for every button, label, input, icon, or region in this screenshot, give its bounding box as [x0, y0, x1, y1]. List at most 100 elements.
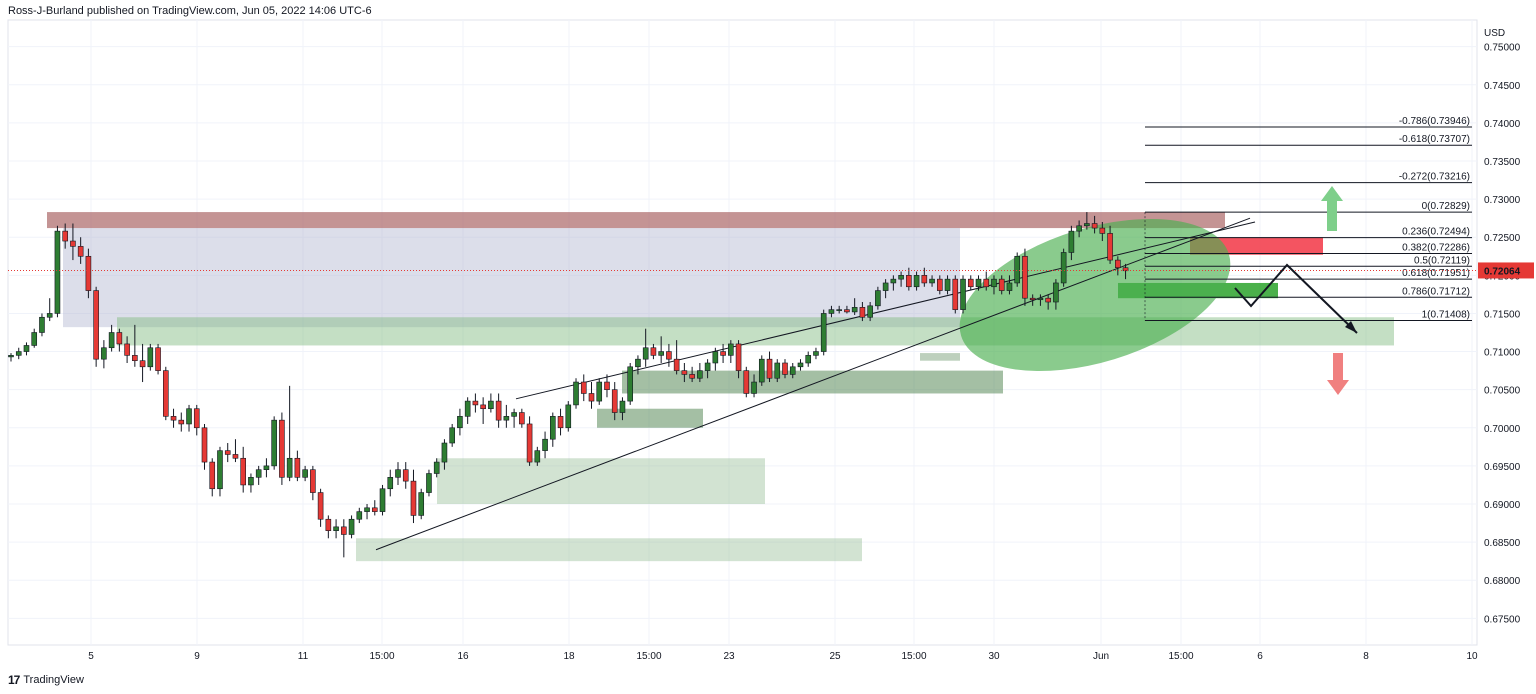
candle — [441, 439, 448, 470]
candle-body — [302, 469, 308, 478]
candle-body — [519, 412, 525, 425]
candle-body — [906, 275, 912, 288]
candle-body — [1060, 252, 1067, 284]
axes: USD 0.75000 0.74500 0.74000 0.73500 0.73000 0.… — [88, 28, 1534, 662]
candle-body — [46, 313, 53, 318]
candle-body — [186, 408, 192, 425]
candle — [217, 446, 223, 497]
y-tick-label: 0.67500 — [1484, 614, 1521, 625]
candle — [898, 271, 904, 287]
fib-label: 0.382(0.72286) — [1402, 243, 1470, 254]
demand-zone — [356, 538, 862, 562]
candle-body — [116, 332, 123, 345]
candle — [580, 374, 587, 402]
y-tick-label: 0.71500 — [1484, 309, 1521, 320]
candle — [967, 275, 974, 291]
y-tick-label: 0.74000 — [1484, 119, 1521, 130]
candle-body — [867, 305, 873, 318]
candle-body — [255, 469, 262, 478]
candle — [201, 423, 208, 470]
current-price-label: 0.72064 — [1484, 266, 1521, 277]
candle — [998, 275, 1005, 295]
candle — [317, 488, 324, 527]
candle-body — [967, 278, 974, 288]
candle — [379, 484, 386, 516]
candle — [1115, 256, 1121, 276]
y-tick-label: 0.73500 — [1484, 157, 1521, 168]
candle — [867, 302, 873, 322]
candle — [472, 393, 479, 413]
candle — [658, 336, 664, 363]
candle — [178, 412, 185, 432]
candle-body — [913, 275, 920, 288]
candle — [720, 343, 726, 363]
candle-body — [77, 246, 84, 257]
candle-body — [789, 366, 796, 375]
candle — [402, 462, 409, 489]
fib-label: -0.618(0.73707) — [1399, 134, 1470, 145]
candle — [77, 237, 84, 264]
candle — [1053, 279, 1059, 310]
candle — [46, 298, 53, 322]
candle — [565, 401, 572, 432]
candle — [93, 286, 99, 367]
candle-body — [108, 332, 115, 349]
candle — [573, 378, 579, 409]
candle — [511, 408, 517, 428]
candle-body — [217, 450, 223, 490]
candle-body — [310, 469, 316, 493]
candle — [302, 465, 308, 482]
candle — [813, 347, 819, 360]
candle-body — [929, 278, 935, 284]
candle — [1068, 225, 1075, 261]
candle-body — [317, 492, 324, 520]
candle — [859, 302, 866, 322]
candle-body — [139, 360, 146, 368]
candle-body — [859, 307, 866, 318]
candle-body — [23, 345, 30, 352]
candle-body — [766, 358, 773, 379]
candle-body — [348, 518, 355, 535]
candle — [70, 223, 76, 261]
candle-body — [1122, 267, 1129, 272]
candle-body — [31, 332, 38, 346]
candle — [364, 503, 370, 520]
candle-body — [495, 400, 502, 421]
candle — [186, 404, 192, 432]
candle — [1006, 275, 1013, 295]
candle — [851, 298, 858, 315]
candle-body — [704, 362, 711, 371]
candle — [913, 271, 920, 291]
fib-label: -0.786(0.73946) — [1399, 116, 1470, 127]
candle-body — [248, 477, 254, 486]
candle — [418, 488, 425, 520]
candle-body — [627, 366, 634, 402]
candle-body — [1022, 255, 1028, 299]
x-tick-label: 30 — [988, 651, 1000, 662]
projected-path — [1234, 263, 1358, 334]
candle — [294, 450, 301, 482]
candle-body — [820, 313, 827, 352]
candle-body — [379, 488, 386, 512]
candle-body — [797, 362, 804, 368]
candle-body — [101, 347, 107, 360]
candle-body — [851, 307, 858, 313]
fib-label: 1(0.71408) — [1422, 309, 1470, 320]
candle-body — [387, 477, 394, 490]
candle — [240, 446, 246, 493]
x-tick-label: 18 — [563, 651, 575, 662]
candle — [387, 469, 394, 497]
x-tick-label: 15:00 — [901, 651, 926, 662]
candle-body — [666, 351, 672, 360]
candle-body — [240, 457, 246, 486]
fib-label: 0.618(0.71951) — [1402, 268, 1470, 279]
candle-body — [472, 400, 479, 406]
candle — [410, 469, 417, 524]
resistance-zone — [47, 212, 1225, 229]
candle — [139, 343, 146, 383]
candle-body — [70, 240, 76, 247]
x-tick-label: 8 — [1363, 651, 1369, 662]
footer-brand[interactable]: TradingView — [23, 674, 84, 686]
candle — [766, 351, 773, 383]
